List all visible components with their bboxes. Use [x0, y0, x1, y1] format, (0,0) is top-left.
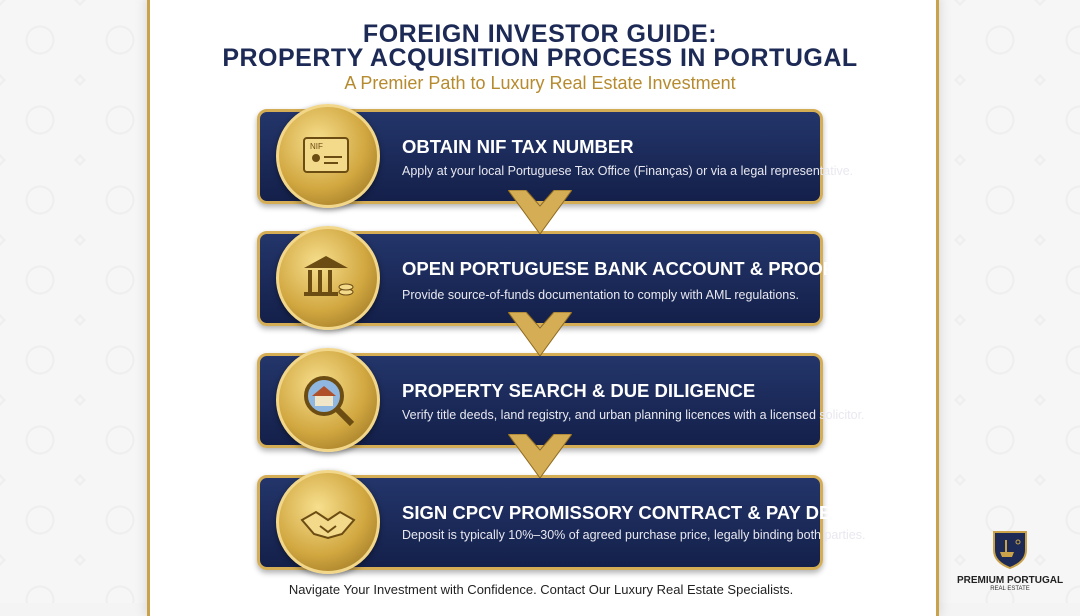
chevron-down-icon: [508, 190, 572, 234]
step-title: SIGN CPCV PROMISSORY CONTRACT & PAY DEPO…: [402, 502, 887, 523]
step-title: PROPERTY SEARCH & DUE DILIGENCE: [402, 380, 756, 401]
svg-text:NIF: NIF: [310, 142, 323, 151]
logo-tagline: REAL ESTATE: [990, 586, 1030, 592]
bank-coins-icon: [276, 226, 380, 330]
step-title: OBTAIN NIF TAX NUMBER: [402, 136, 634, 157]
chevron-down-icon: [508, 434, 572, 478]
step-desc: Verify title deeds, land registry, and u…: [402, 408, 865, 422]
title-line-2: PROPERTY ACQUISITION PROCESS IN PORTUGAL: [222, 44, 858, 72]
title-line-1: FOREIGN INVESTOR GUIDE:: [362, 20, 718, 48]
handshake-icon: [276, 470, 380, 574]
step-desc: Deposit is typically 10%–30% of agreed p…: [402, 528, 866, 542]
step-desc: Provide source-of-funds documentation to…: [402, 288, 799, 302]
subtitle: A Premier Path to Luxury Real Estate Inv…: [344, 73, 736, 93]
magnifier-house-icon: [276, 348, 380, 452]
shield-ship-icon: [993, 531, 1027, 570]
footer-cta: Navigate Your Investment with Confidence…: [288, 582, 794, 597]
logo-name: PREMIUM PORTUGAL: [956, 575, 1064, 586]
company-logo: PREMIUM PORTUGAL REAL ESTATE: [955, 528, 1065, 592]
step-desc: Apply at your local Portuguese Tax Offic…: [402, 164, 854, 178]
step-title: OPEN PORTUGUESE BANK ACCOUNT & PROOF OF …: [402, 258, 934, 279]
nif-id-card-icon: NIF: [276, 104, 380, 208]
chevron-down-icon: [508, 312, 572, 356]
